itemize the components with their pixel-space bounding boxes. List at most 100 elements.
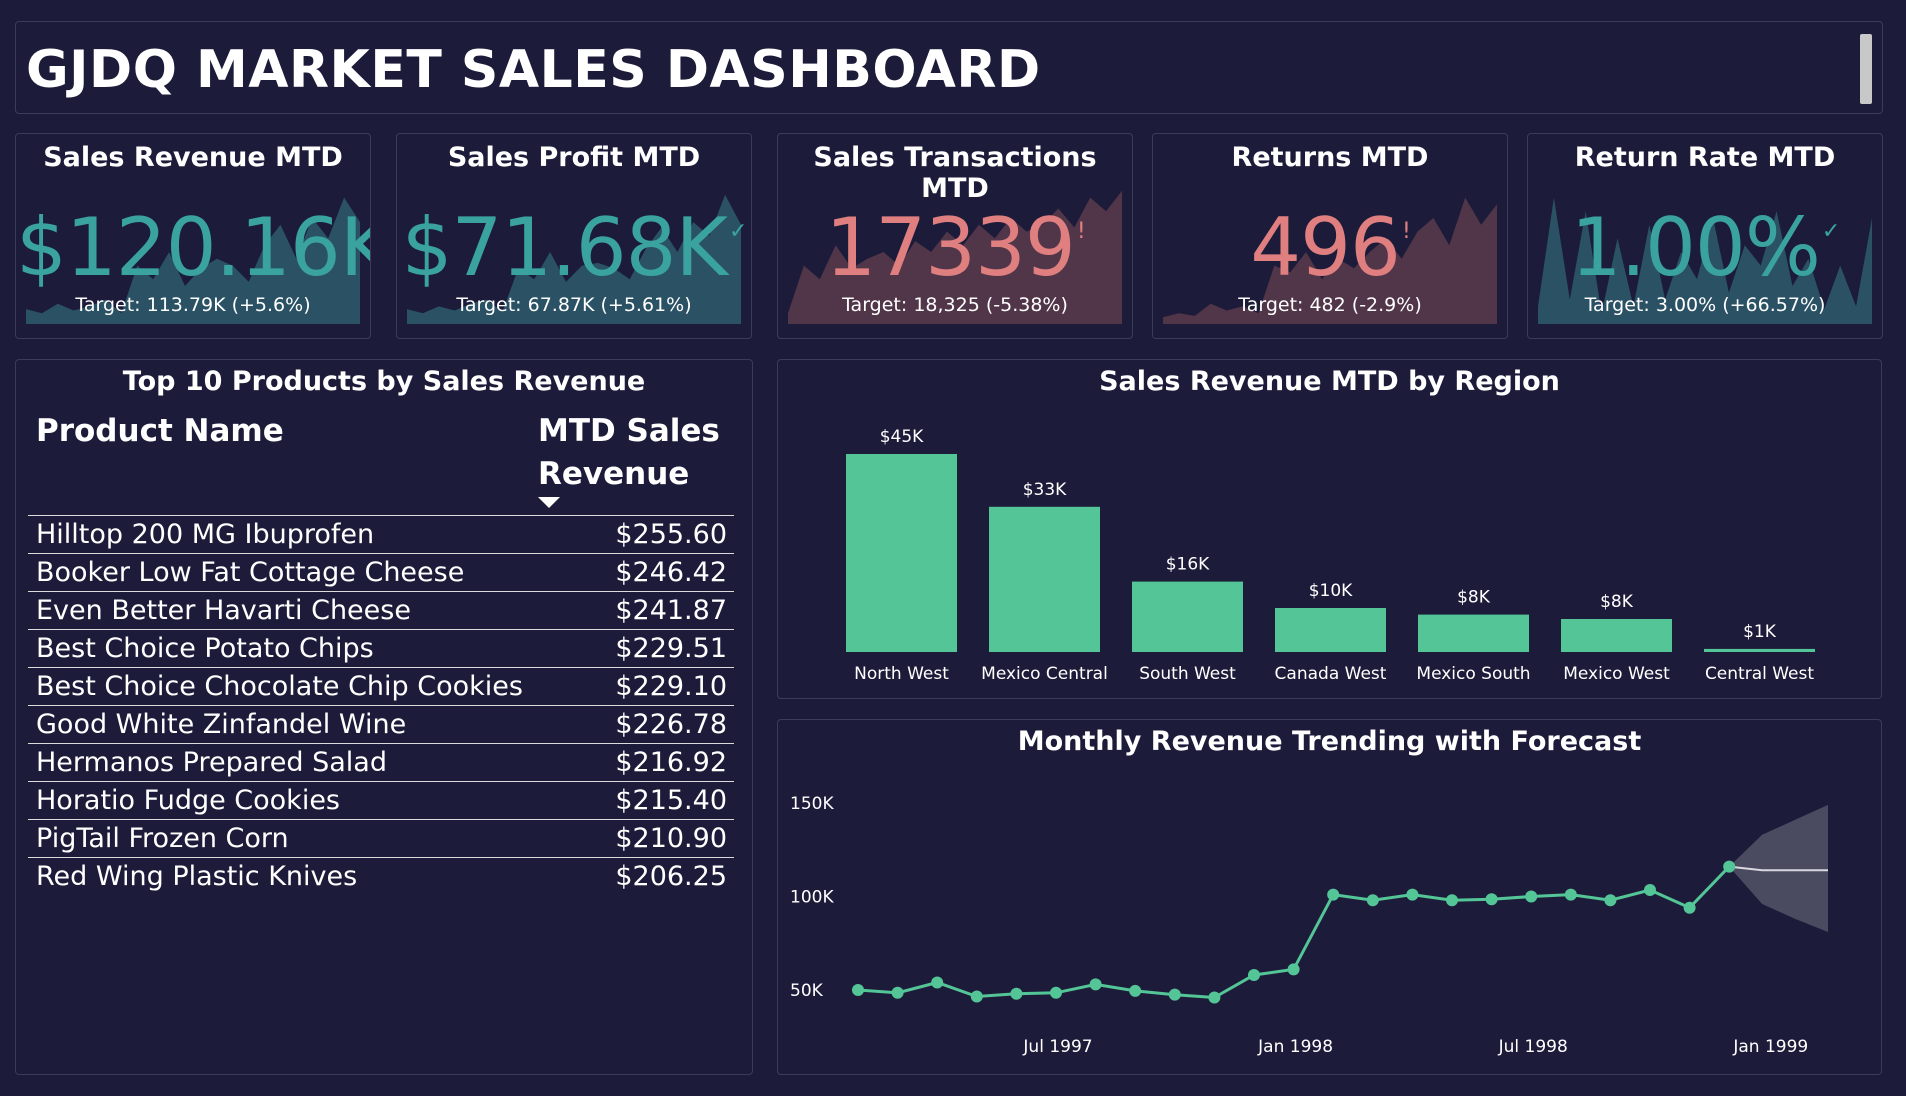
bar-data-label: $16K	[1166, 555, 1210, 575]
bar-south-west[interactable]	[1132, 581, 1243, 652]
data-point[interactable]	[1525, 890, 1538, 903]
bar-data-label: $33K	[1023, 480, 1067, 500]
table-row[interactable]: Horatio Fudge Cookies $215.40	[28, 781, 734, 819]
kpi-target: Target: 482 (-2.9%)	[1238, 294, 1422, 316]
data-point[interactable]	[1168, 988, 1181, 1001]
column-header-product-name[interactable]: Product Name	[36, 413, 284, 449]
product-name-cell: Booker Low Fat Cottage Cheese	[36, 557, 465, 588]
trend-chart-title: Monthly Revenue Trending with Forecast	[1017, 726, 1642, 757]
bar-north-west[interactable]	[846, 454, 957, 652]
data-point[interactable]	[1208, 991, 1221, 1004]
data-point[interactable]	[891, 986, 904, 999]
table-row[interactable]: Red Wing Plastic Knives $206.25	[28, 857, 734, 895]
bar-data-label: $45K	[880, 427, 924, 447]
bar-data-label: $8K	[1457, 588, 1491, 608]
product-name-cell: Horatio Fudge Cookies	[36, 785, 341, 816]
revenue-cell: $216.92	[615, 747, 727, 778]
kpi-card-3[interactable]: Sales Transactions MTD 17339! Target: 18,3…	[777, 133, 1133, 339]
kpi-value: 496	[1250, 201, 1401, 294]
data-point[interactable]	[1010, 987, 1023, 1000]
data-point[interactable]	[1604, 894, 1617, 907]
data-point[interactable]	[931, 976, 944, 989]
table-row[interactable]: Even Better Havarti Cheese $241.87	[28, 591, 734, 629]
revenue-cell: $241.87	[615, 595, 727, 626]
data-point[interactable]	[1248, 969, 1260, 982]
data-point[interactable]	[1683, 901, 1696, 914]
sort-descending-icon[interactable]	[538, 497, 560, 508]
checkmark-icon: ✓	[1821, 219, 1840, 244]
kpi-title: Sales Profit MTD	[447, 142, 701, 173]
region-bar-chart: $45K North West $33K Mexico Central $16K Sout…	[846, 427, 1815, 684]
kpi-title: Sales Transactions MTD	[813, 142, 1097, 204]
bar-mexico-central[interactable]	[989, 506, 1100, 652]
x-axis-category-label: Mexico West	[1563, 664, 1670, 684]
title-bar: GJDQ MARKET SALES DASHBOARD	[15, 21, 1883, 114]
x-axis-category-label: Mexico South	[1416, 664, 1530, 684]
data-point[interactable]	[1089, 978, 1102, 991]
x-axis-tick-label: Jan 1998	[1257, 1037, 1333, 1057]
sparkline-area	[407, 194, 741, 324]
product-name-cell: Best Choice Chocolate Chip Cookies	[36, 671, 523, 702]
product-name-cell: Red Wing Plastic Knives	[36, 861, 358, 892]
kpi-card-4[interactable]: Returns MTD 496! Target: 482 (-2.9%)	[1152, 133, 1508, 339]
data-point[interactable]	[1564, 888, 1577, 901]
bar-central-west[interactable]	[1704, 648, 1815, 652]
kpi-target: Target: 113.79K (+5.6%)	[75, 294, 311, 316]
bar-mexico-west[interactable]	[1561, 619, 1672, 652]
data-point[interactable]	[1129, 984, 1142, 997]
column-header-mtd-revenue[interactable]: MTD Sales Revenue	[538, 410, 720, 496]
bar-mexico-south[interactable]	[1418, 614, 1529, 652]
kpi-value: $71.68K	[401, 201, 728, 294]
forecast-line	[1729, 865, 1828, 872]
table-row[interactable]: Booker Low Fat Cottage Cheese $246.42	[28, 553, 734, 591]
kpi-card-2[interactable]: Sales Profit MTD $71.68K✓ Target: 67.87K (…	[396, 133, 752, 339]
bar-data-label: $8K	[1600, 592, 1634, 612]
data-point[interactable]	[1446, 894, 1458, 907]
table-row[interactable]: Best Choice Potato Chips $229.51	[28, 629, 734, 667]
kpi-value: $120.16K	[16, 201, 371, 294]
x-axis-category-label: Mexico Central	[981, 664, 1108, 684]
data-point[interactable]	[852, 984, 864, 996]
forecast-confidence-band	[1729, 804, 1828, 932]
data-point[interactable]	[1287, 963, 1300, 976]
data-point[interactable]	[1366, 894, 1379, 907]
table-row[interactable]: Best Choice Chocolate Chip Cookies $229.1…	[28, 667, 734, 705]
table-row[interactable]: PigTail Frozen Corn $210.90	[28, 819, 734, 857]
scrollbar-thumb[interactable]	[1860, 34, 1872, 104]
kpi-sparkline	[1538, 197, 1872, 324]
dashboard-title: GJDQ MARKET SALES DASHBOARD	[26, 40, 1041, 100]
data-point[interactable]	[1723, 860, 1736, 873]
y-axis-tick-label: 50K	[790, 981, 824, 1001]
bar-canada-west[interactable]	[1275, 608, 1386, 652]
bar-data-label: $10K	[1309, 581, 1353, 601]
table-title: Top 10 Products by Sales Revenue	[122, 366, 646, 397]
data-point[interactable]	[1485, 893, 1498, 906]
kpi-value: 1.00%	[1570, 201, 1821, 294]
table-row[interactable]: Hermanos Prepared Salad $216.92	[28, 743, 734, 781]
trend-chart-panel: Monthly Revenue Trending with Forecast 1…	[777, 719, 1882, 1075]
data-point[interactable]	[1050, 986, 1062, 999]
sparkline-area	[1538, 197, 1872, 324]
data-point[interactable]	[970, 990, 983, 1003]
kpi-value-wrap: $120.16K✓	[16, 201, 370, 294]
region-chart-title: Sales Revenue MTD by Region	[1099, 366, 1560, 397]
x-axis-category-label: North West	[854, 664, 949, 684]
kpi-target: Target: 3.00% (+66.57%)	[1584, 294, 1826, 316]
x-axis-tick-label: Jul 1997	[1022, 1037, 1092, 1057]
kpi-sparkline	[788, 190, 1122, 324]
kpi-card-5[interactable]: Return Rate MTD 1.00%✓ Target: 3.00% (+66.…	[1527, 133, 1883, 339]
revenue-cell: $255.60	[615, 519, 727, 550]
table-row[interactable]: Good White Zinfandel Wine $226.78	[28, 705, 734, 743]
x-axis-tick-label: Jan 1999	[1732, 1037, 1808, 1057]
kpi-card-1[interactable]: Sales Revenue MTD $120.16K✓Target: 113.79…	[15, 133, 371, 339]
y-axis-tick-label: 100K	[790, 888, 834, 908]
data-point[interactable]	[1406, 888, 1419, 901]
trend-line-chart: 150K 100K 50K Jul 1997 Jan 1998 Jul 1998 Jan 1…	[790, 794, 1828, 1057]
checkmark-icon: ✓	[728, 219, 747, 244]
data-point[interactable]	[1644, 883, 1656, 896]
revenue-cell: $215.40	[615, 785, 727, 816]
x-axis-category-label: South West	[1139, 664, 1236, 684]
x-axis-tick-label: Jul 1998	[1498, 1037, 1568, 1057]
data-point[interactable]	[1327, 888, 1340, 901]
table-row[interactable]: Hilltop 200 MG Ibuprofen $255.60	[28, 515, 734, 553]
